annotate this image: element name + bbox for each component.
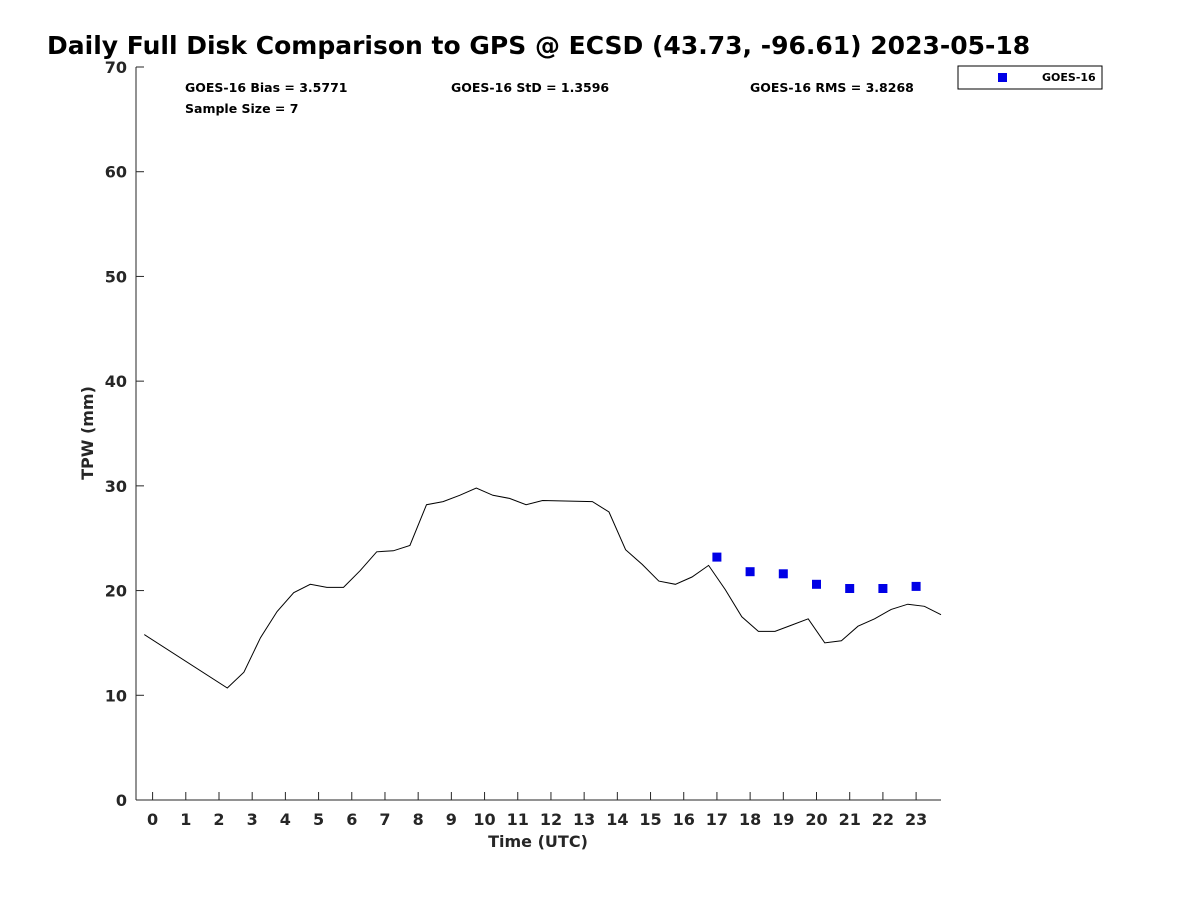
- x-tick-label: 5: [313, 810, 324, 829]
- x-tick-label: 2: [213, 810, 224, 829]
- x-tick-label: 23: [905, 810, 927, 829]
- x-tick-label: 0: [147, 810, 158, 829]
- legend-label-goes16: GOES-16: [1042, 71, 1096, 84]
- goes16-point: [778, 569, 788, 579]
- goes16-point: [712, 552, 722, 562]
- goes16-point: [911, 581, 921, 591]
- goes16-point: [745, 567, 755, 577]
- x-tick-label: 3: [247, 810, 258, 829]
- x-tick-label: 16: [673, 810, 695, 829]
- y-axis-ticks: 0 10 20 30 40 50 60 70: [105, 58, 144, 810]
- y-tick-label: 0: [116, 791, 127, 810]
- x-tick-label: 9: [446, 810, 457, 829]
- x-tick-label: 8: [413, 810, 424, 829]
- x-tick-label: 7: [379, 810, 390, 829]
- x-tick-label: 14: [606, 810, 628, 829]
- x-axis-label: Time (UTC): [488, 832, 588, 851]
- legend-box: [957, 65, 1103, 90]
- x-axis-ticks: 0 1 2 3 4 5 6 7 8 9 10 11 12 13 14 15 16 17 18 19 20 21 22 23: [147, 792, 927, 829]
- y-tick-label: 70: [105, 58, 127, 77]
- y-tick-label: 50: [105, 267, 127, 286]
- x-tick-label: 12: [540, 810, 562, 829]
- chart-title: Daily Full Disk Comparison to GPS @ ECSD…: [47, 31, 1030, 60]
- x-tick-label: 11: [507, 810, 529, 829]
- std-stat: GOES-16 StD = 1.3596: [451, 80, 609, 95]
- y-tick-label: 20: [105, 582, 127, 601]
- x-tick-label: 17: [706, 810, 728, 829]
- x-tick-label: 4: [280, 810, 291, 829]
- y-tick-label: 30: [105, 477, 127, 496]
- y-axis-label: TPW (mm): [78, 386, 97, 480]
- goes16-point: [878, 584, 888, 593]
- x-tick-label: 22: [872, 810, 894, 829]
- x-tick-label: 18: [739, 810, 761, 829]
- legend-marker-goes16: [998, 73, 1007, 82]
- sample-size-stat: Sample Size = 7: [185, 101, 298, 116]
- x-tick-label: 13: [573, 810, 595, 829]
- legend: GOES-16: [957, 65, 1103, 90]
- x-tick-label: 6: [346, 810, 357, 829]
- x-tick-label: 21: [839, 810, 861, 829]
- x-tick-label: 15: [639, 810, 661, 829]
- bias-stat: GOES-16 Bias = 3.5771: [185, 80, 347, 95]
- y-tick-label: 60: [105, 163, 127, 182]
- series-layer: [144, 487, 942, 689]
- x-tick-label: 1: [180, 810, 191, 829]
- rms-stat: GOES-16 RMS = 3.8268: [750, 80, 914, 95]
- y-tick-label: 40: [105, 372, 127, 391]
- x-tick-label: 10: [473, 810, 495, 829]
- goes16-point: [812, 579, 821, 589]
- gps-tpw-line: [144, 487, 942, 689]
- x-tick-label: 19: [772, 810, 794, 829]
- axes: [135, 67, 941, 801]
- goes16-point: [845, 584, 855, 593]
- y-tick-label: 10: [105, 686, 127, 705]
- x-tick-label: 20: [805, 810, 827, 829]
